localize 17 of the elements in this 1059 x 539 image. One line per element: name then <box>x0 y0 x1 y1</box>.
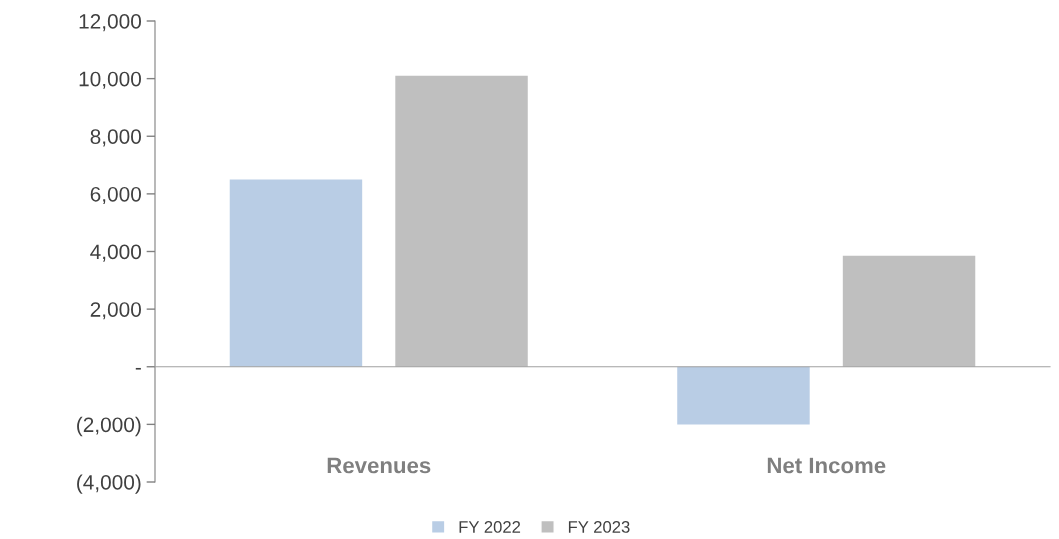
y-tick-label: - <box>135 367 141 370</box>
y-tick-label: (4,000) <box>77 474 141 494</box>
y-tick-label: 10,000 <box>79 71 141 89</box>
y-tick-label: (2,000) <box>77 416 141 437</box>
x-tick-label: Net Income <box>767 457 886 474</box>
bar <box>677 366 810 425</box>
y-tick-label: 12,000 <box>79 14 141 32</box>
y-tick-label: 4,000 <box>90 244 141 262</box>
legend-label: FY 2023 <box>568 521 630 533</box>
y-tick-label: 8,000 <box>90 129 141 147</box>
bar <box>395 75 528 367</box>
legend-label: FY 2022 <box>459 521 521 533</box>
bar <box>229 179 363 367</box>
y-tick-label: 2,000 <box>90 302 141 320</box>
bar <box>842 255 976 367</box>
y-tick-label: 6,000 <box>90 186 141 205</box>
x-tick-label: Revenues <box>327 457 431 474</box>
